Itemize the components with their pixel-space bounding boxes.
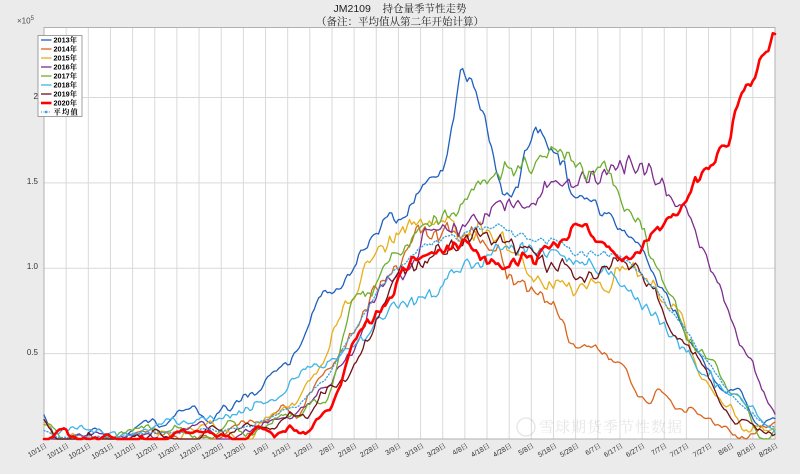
svg-text:平均值: 平均值	[54, 108, 80, 117]
svg-text:雪球期货季节性数据: 雪球期货季节性数据	[539, 418, 683, 436]
svg-text:2017年: 2017年	[54, 72, 78, 81]
svg-text:2018年: 2018年	[54, 81, 78, 90]
svg-text:2016年: 2016年	[54, 63, 78, 72]
svg-text:2019年: 2019年	[54, 90, 78, 99]
svg-text:2015年: 2015年	[54, 54, 78, 63]
svg-text:2020年: 2020年	[54, 99, 78, 108]
svg-text:2013年: 2013年	[54, 36, 78, 45]
svg-text:2014年: 2014年	[54, 45, 78, 54]
